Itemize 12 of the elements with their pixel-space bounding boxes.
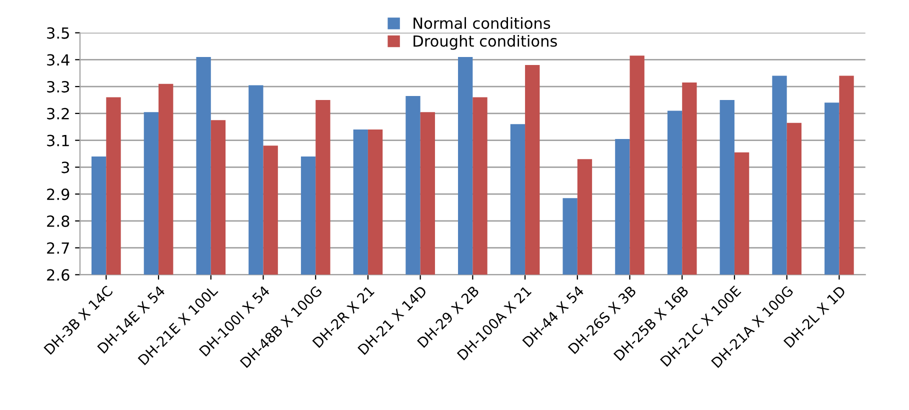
legend-label: Normal conditions	[414, 17, 550, 29]
y-tick-label: 3.3	[47, 81, 70, 93]
y-tick-label: 2.9	[47, 188, 70, 200]
y-tick-label: 3.5	[47, 27, 69, 39]
y-tick-label: 3	[62, 162, 70, 174]
y-tick-label: 3.1	[47, 134, 69, 146]
y-tick-label: 3.2	[47, 108, 69, 120]
y-tick-label: 2.8	[47, 215, 70, 227]
y-tick-label: 2.7	[47, 242, 69, 254]
legend-label: Drought conditions	[414, 34, 557, 50]
y-tick-label: 3.4	[47, 54, 70, 66]
y-tick-label: 2.6	[47, 269, 70, 281]
